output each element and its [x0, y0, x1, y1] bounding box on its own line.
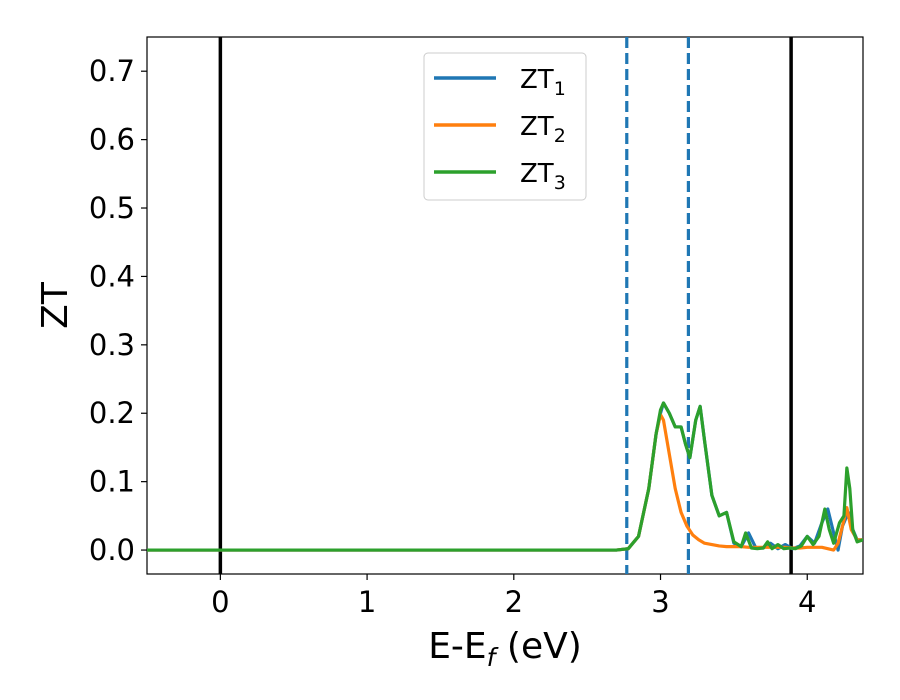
x-axis-ticks: 0 1 2 3 4: [211, 574, 816, 619]
legend-item-zt2: ZT2: [434, 112, 566, 147]
legend-label: ZT2: [520, 112, 566, 147]
legend-label: ZT3: [520, 159, 566, 194]
y-tick-label: 0.7: [89, 54, 135, 88]
legend: ZT1 ZT2 ZT3: [423, 52, 587, 201]
plot-area: 0 1 2 3 4 0.0 0.1 0.2 0.3 0.4 0.5 0.6 0.7: [89, 36, 864, 619]
series-line-zt3: [147, 401, 863, 552]
legend-item-zt1: ZT1: [434, 65, 566, 100]
series-line-zt2: [147, 413, 863, 552]
vertical-reference-lines: [218, 37, 793, 574]
y-axis-label: ZT: [35, 281, 76, 329]
y-tick-label: 0.3: [89, 328, 135, 362]
legend-label: ZT1: [520, 65, 566, 100]
x-axis-label-main: E-E: [428, 626, 486, 667]
legend-item-zt3: ZT3: [434, 159, 566, 194]
x-axis-label: E-Ef (eV): [428, 626, 582, 672]
x-axis-label-unit: (eV): [495, 626, 581, 667]
series-line-zt1: [147, 401, 863, 552]
y-axis-ticks: 0.0 0.1 0.2 0.3 0.4 0.5 0.6 0.7: [89, 54, 147, 567]
y-tick-label: 0.2: [89, 396, 135, 430]
y-tick-label: 0.0: [89, 533, 135, 567]
x-tick-label: 0: [211, 585, 229, 619]
legend-box: [423, 52, 587, 201]
x-tick-label: 3: [651, 585, 669, 619]
y-tick-label: 0.1: [89, 465, 135, 499]
x-tick-label: 1: [358, 585, 376, 619]
x-tick-label: 2: [505, 585, 523, 619]
plot-frame: [146, 36, 864, 575]
y-tick-label: 0.5: [89, 191, 135, 225]
y-tick-label: 0.4: [89, 259, 135, 293]
y-tick-label: 0.6: [89, 123, 135, 157]
series-layer: [147, 401, 863, 552]
x-tick-label: 4: [798, 585, 816, 619]
